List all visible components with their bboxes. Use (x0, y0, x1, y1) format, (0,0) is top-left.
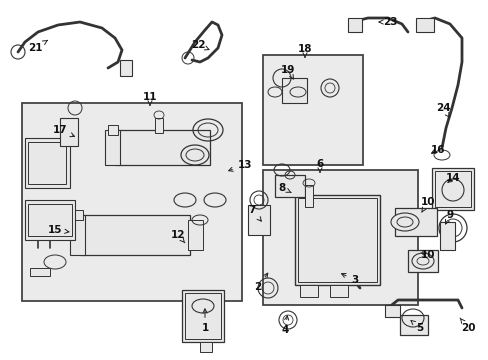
Bar (297, 198, 376, 282)
Text: 6: 6 (316, 159, 323, 172)
Text: 24: 24 (435, 103, 449, 117)
Bar (108, 125, 118, 135)
Bar (30, 268, 50, 276)
Bar (394, 208, 436, 236)
Bar (407, 250, 437, 272)
Bar (105, 130, 120, 165)
Bar (305, 185, 312, 207)
Text: 7: 7 (248, 205, 261, 221)
Bar (25, 138, 70, 188)
Ellipse shape (390, 213, 418, 231)
Text: 10: 10 (420, 197, 434, 212)
Text: 11: 11 (142, 92, 157, 105)
Text: 1: 1 (201, 309, 208, 333)
Text: 16: 16 (430, 145, 445, 155)
Bar (347, 18, 361, 32)
Bar (299, 285, 317, 297)
Bar (200, 342, 212, 352)
Bar (294, 195, 379, 285)
Bar (187, 220, 203, 250)
Bar (22, 103, 242, 301)
Text: 19: 19 (280, 65, 295, 79)
Text: 5: 5 (410, 320, 423, 333)
Bar (434, 171, 470, 207)
Bar (329, 285, 347, 297)
Bar (263, 170, 417, 305)
Bar (399, 315, 427, 335)
Bar (155, 118, 163, 133)
Bar (25, 200, 75, 240)
Bar (282, 78, 306, 103)
Bar (274, 175, 305, 197)
Text: 4: 4 (281, 316, 288, 335)
Bar (184, 293, 221, 339)
Bar (120, 60, 132, 76)
Bar (415, 18, 433, 32)
Bar (80, 215, 190, 255)
Text: 13: 13 (228, 160, 252, 171)
Bar (60, 118, 78, 146)
Bar (28, 204, 72, 236)
Text: 15: 15 (48, 225, 69, 235)
Text: 3: 3 (341, 274, 358, 285)
Text: 17: 17 (53, 125, 74, 137)
Text: 21: 21 (28, 40, 47, 53)
Text: 8: 8 (278, 183, 290, 193)
Bar (115, 130, 209, 165)
Bar (73, 210, 83, 220)
Text: 9: 9 (445, 210, 453, 224)
Text: 23: 23 (378, 17, 396, 27)
Bar (439, 222, 454, 250)
Text: 20: 20 (459, 318, 474, 333)
Bar (70, 215, 85, 255)
Text: 10: 10 (420, 250, 434, 260)
Bar (182, 290, 224, 342)
Bar (431, 168, 473, 210)
Bar (247, 205, 269, 235)
Bar (384, 305, 399, 317)
Bar (263, 55, 362, 165)
Text: 14: 14 (445, 173, 459, 183)
Text: 18: 18 (297, 44, 312, 57)
Bar (28, 142, 66, 184)
Text: 22: 22 (190, 40, 208, 50)
Text: 12: 12 (170, 230, 185, 243)
Text: 2: 2 (254, 273, 267, 292)
